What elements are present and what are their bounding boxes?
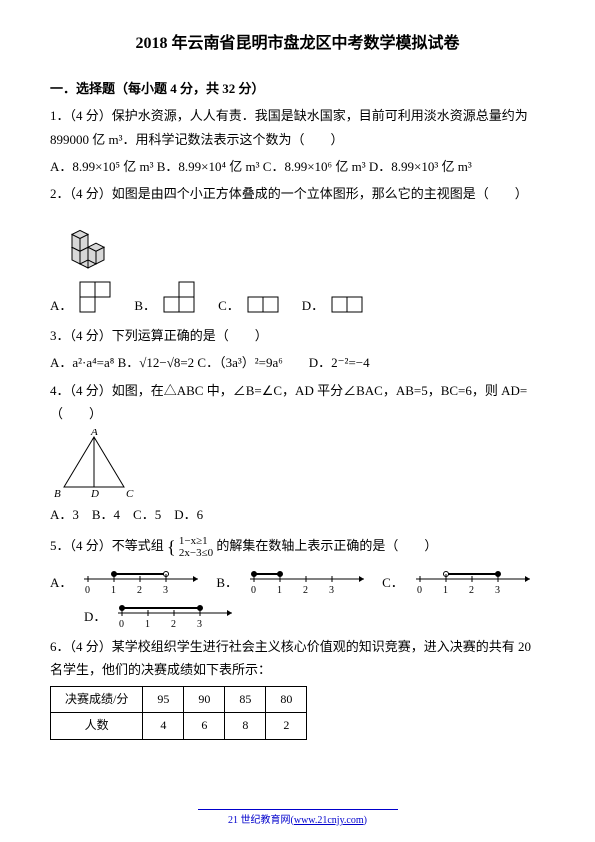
svg-text:1: 1	[443, 585, 448, 596]
q4-stem: 4．（4 分）如图，在△ABC 中，∠B=∠C，AD 平分∠BAC，AB=5，B…	[50, 379, 545, 426]
footer-suffix: )	[364, 815, 367, 826]
svg-text:0: 0	[119, 619, 124, 630]
svg-text:3: 3	[163, 585, 168, 596]
svg-text:C: C	[126, 488, 134, 499]
table-cell: 4	[143, 713, 184, 740]
page-footer: 21 世纪教育网(www.21cnjy.com)	[198, 809, 398, 830]
svg-text:3: 3	[329, 585, 334, 596]
svg-text:0: 0	[251, 585, 256, 596]
table-cell: 80	[266, 686, 307, 713]
q5-ineq2: 2x−3≤0	[179, 547, 213, 559]
q5-optA-label: A．	[50, 571, 72, 594]
q6-score-table: 决赛成绩/分 95 90 85 80 人数 4 6 8 2	[50, 686, 307, 740]
footer-link[interactable]: www.21cnjy.com	[294, 815, 364, 826]
q5-brace-icon: {	[167, 537, 176, 557]
table-cell: 6	[184, 713, 225, 740]
table-header-count: 人数	[51, 713, 143, 740]
q4-options: A．3 B．4 C．5 D．6	[50, 503, 545, 526]
q2-optB-label: B．	[134, 294, 156, 317]
svg-text:0: 0	[85, 585, 90, 596]
q5-optD-label: D．	[84, 605, 106, 628]
svg-text:B: B	[54, 488, 61, 499]
svg-text:A: A	[90, 429, 98, 438]
q5-nl-A: 0 1 2 3	[80, 567, 210, 599]
section1-header: 一．选择题（每小题 4 分，共 32 分）	[50, 77, 545, 100]
table-cell: 85	[225, 686, 266, 713]
q5-nl-B: 0 1 2 3	[246, 567, 376, 599]
q2-optA-label: A．	[50, 294, 72, 317]
q5-nl-C: 0 1 2 3	[412, 567, 542, 599]
q5-ineq1: 1−x≥1	[179, 535, 208, 547]
svg-text:3: 3	[495, 585, 500, 596]
q2-cubes-figure	[50, 214, 130, 274]
q2-optD-label: D．	[302, 294, 324, 317]
q5-optC-label: C．	[382, 571, 404, 594]
table-cell: 2	[266, 713, 307, 740]
svg-text:2: 2	[303, 585, 308, 596]
q5-options-row2: D． 0 1 2 3	[50, 601, 545, 633]
q1-stem: 1．（4 分）保护水资源，人人有责．我国是缺水国家，目前可利用淡水资源总量约为 …	[50, 104, 545, 151]
svg-text:D: D	[90, 488, 99, 499]
table-cell: 95	[143, 686, 184, 713]
q2-optC-label: C．	[218, 294, 240, 317]
page-title: 2018 年云南省昆明市盘龙区中考数学模拟试卷	[50, 30, 545, 59]
q2-view-D	[330, 280, 370, 318]
svg-text:1: 1	[111, 585, 116, 596]
table-header-score: 决赛成绩/分	[51, 686, 143, 713]
q6-stem: 6．（4 分）某学校组织学生进行社会主义核心价值观的知识竞赛，进入决赛的共有 2…	[50, 635, 545, 682]
svg-text:2: 2	[171, 619, 176, 630]
table-row: 人数 4 6 8 2	[51, 713, 307, 740]
svg-text:1: 1	[145, 619, 150, 630]
table-row: 决赛成绩/分 95 90 85 80	[51, 686, 307, 713]
table-cell: 8	[225, 713, 266, 740]
q2-stem: 2．（4 分）如图是由四个小正方体叠成的一个立体图形，那么它的主视图是（ ）	[50, 182, 545, 205]
footer-text: 21 世纪教育网(	[228, 815, 294, 826]
q5-inequalities: 1−x≥1 2x−3≤0	[179, 535, 213, 559]
q5-optB-label: B．	[216, 571, 238, 594]
q3-options: A．a²·a⁴=a⁸ B．√12−√8=2 C．（3a³）²=9a⁶ D．2⁻²…	[50, 351, 545, 374]
svg-text:2: 2	[137, 585, 142, 596]
q2-view-C	[246, 280, 298, 318]
svg-text:2: 2	[469, 585, 474, 596]
q5-options-row1: A． 0 1 2 3 B． 0 1 2 3 C． 0 1 2 3	[50, 567, 545, 599]
q5-stem: 5．（4 分）不等式组 { 1−x≥1 2x−3≤0 的解集在数轴上表示正确的是…	[50, 531, 545, 563]
q5-nl-D: 0 1 2 3	[114, 601, 244, 633]
svg-text:1: 1	[277, 585, 282, 596]
q3-stem: 3．（4 分）下列运算正确的是（ ）	[50, 324, 545, 347]
q2-view-A	[78, 280, 130, 318]
svg-text:3: 3	[197, 619, 202, 630]
q2-options-row: A． B． C． D．	[50, 280, 545, 318]
q4-triangle-figure: A B D C	[50, 429, 140, 499]
q1-options: A．8.99×10⁵ 亿 m³ B．8.99×10⁴ 亿 m³ C．8.99×1…	[50, 155, 545, 178]
table-cell: 90	[184, 686, 225, 713]
q5-stem-part1: 5．（4 分）不等式组	[50, 538, 164, 553]
q2-view-B	[162, 280, 214, 318]
svg-text:0: 0	[417, 585, 422, 596]
q5-stem-part2: 的解集在数轴上表示正确的是（ ）	[216, 538, 437, 553]
